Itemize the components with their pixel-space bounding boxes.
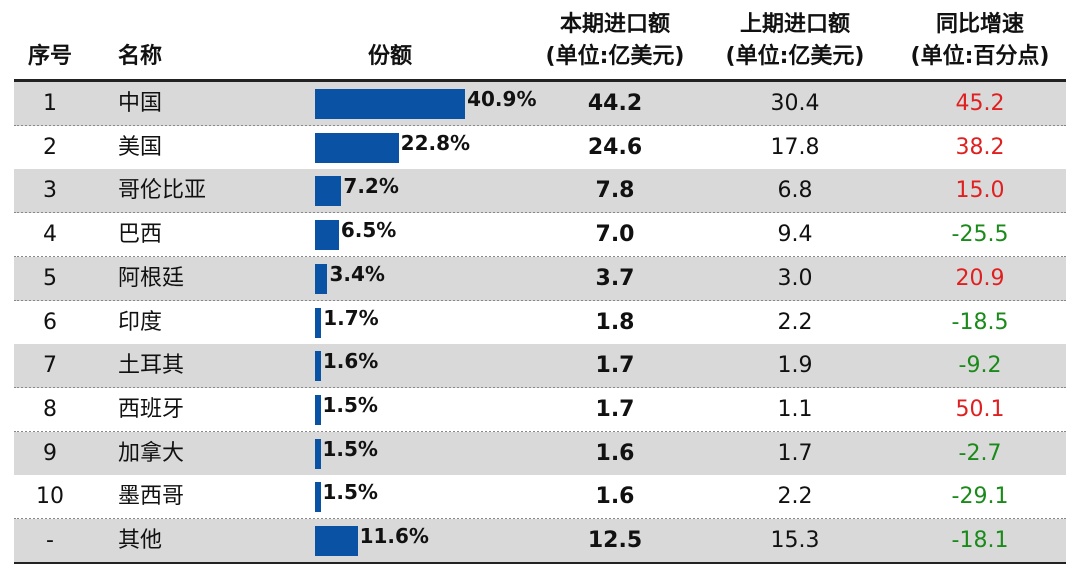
current-import: 3.7: [595, 265, 635, 291]
previous-import: 15.3: [770, 528, 820, 553]
growth-rate: -18.1: [951, 528, 1009, 553]
current-import: 1.7: [595, 353, 635, 379]
row-index: 1: [43, 91, 57, 116]
country-name: 墨西哥: [118, 484, 185, 510]
current-import: 7.8: [595, 178, 635, 204]
country-name: 印度: [118, 309, 163, 335]
row-index: 2: [43, 134, 57, 160]
row-index: 5: [43, 265, 57, 291]
country-name: 其他: [118, 528, 163, 553]
country-name: 哥伦比亚: [118, 178, 207, 204]
country-name: 西班牙: [118, 396, 185, 422]
header-rule: [14, 79, 1066, 82]
table-row: [14, 82, 1066, 127]
share-bar: [315, 438, 321, 469]
current-import: 1.8: [595, 309, 635, 335]
previous-import: 17.8: [770, 134, 820, 160]
share-label: 11.6%: [359, 524, 429, 548]
growth-rate: 15.0: [955, 178, 1005, 204]
current-import: 1.7: [595, 396, 635, 422]
share-bar: [315, 482, 321, 513]
header-growth: 同比增速: [935, 12, 1025, 37]
current-import: 12.5: [587, 528, 643, 553]
current-import: 24.6: [587, 134, 643, 160]
share-label: 1.5%: [322, 436, 378, 461]
previous-import: 30.4: [770, 91, 820, 116]
growth-rate: -29.1: [951, 484, 1009, 510]
header-current: 本期进口额: [559, 12, 671, 37]
country-name: 美国: [118, 134, 163, 160]
previous-import: 1.1: [777, 396, 813, 422]
row-index: 9: [43, 440, 57, 466]
previous-import: 6.8: [777, 178, 813, 204]
share-bar: [315, 132, 399, 163]
row-index: 8: [43, 396, 57, 422]
row-index: 7: [43, 353, 57, 379]
growth-rate: 45.2: [955, 91, 1005, 116]
growth-rate: -9.2: [958, 353, 1002, 379]
growth-rate: -18.5: [951, 309, 1009, 335]
share-label: 1.6%: [322, 349, 379, 374]
table-row: [14, 125, 1066, 171]
table-row: [14, 256, 1066, 302]
previous-import: 2.2: [777, 309, 813, 335]
row-index: 4: [43, 222, 57, 248]
share-label: 1.5%: [322, 480, 378, 505]
header-previous-unit: (单位:亿美元): [725, 44, 865, 69]
share-bar: [315, 89, 466, 119]
share-label: 1.5%: [322, 392, 378, 417]
growth-rate: 50.1: [955, 396, 1005, 422]
row-index: 3: [43, 178, 57, 204]
table-row: [14, 431, 1066, 477]
header-previous: 上期进口额: [739, 12, 851, 37]
share-bar: [315, 394, 321, 425]
share-bar: [315, 351, 321, 382]
row-index: 10: [36, 484, 64, 510]
country-name: 巴西: [118, 222, 163, 248]
previous-import: 9.4: [777, 222, 813, 248]
growth-rate: 20.9: [955, 265, 1005, 291]
previous-import: 1.7: [777, 440, 813, 466]
share-bar: [315, 526, 358, 556]
share-label: 22.8%: [400, 130, 471, 155]
country-name: 阿根廷: [118, 265, 185, 291]
country-name: 土耳其: [118, 353, 185, 379]
growth-rate: 38.2: [955, 134, 1005, 160]
row-index: -: [46, 528, 54, 553]
share-bar: [315, 307, 322, 338]
growth-rate: -25.5: [951, 222, 1009, 248]
header-index: 序号: [27, 44, 73, 69]
header-current-unit: (单位:亿美元): [545, 44, 685, 69]
share-label: 7.2%: [343, 174, 399, 199]
growth-rate: -2.7: [958, 440, 1002, 466]
header-share: 份额: [367, 44, 413, 69]
share-label: 6.5%: [340, 218, 397, 243]
table-row: [14, 519, 1066, 564]
table-row: [14, 213, 1066, 259]
previous-import: 2.2: [777, 484, 813, 510]
current-import: 1.6: [595, 440, 635, 466]
country-name: 中国: [118, 91, 163, 116]
previous-import: 1.9: [777, 353, 813, 379]
current-import: 7.0: [595, 222, 635, 248]
share-bar: [315, 176, 342, 207]
header-growth-unit: (单位:百分点): [910, 44, 1050, 69]
share-bar: [315, 220, 339, 251]
current-import: 1.6: [595, 484, 635, 510]
table-row: [14, 300, 1066, 346]
header-name: 名称: [118, 44, 163, 69]
share-label: 1.7%: [323, 305, 379, 330]
share-bar: [315, 263, 328, 294]
row-index: 6: [43, 309, 57, 335]
country-name: 加拿大: [118, 440, 185, 466]
current-import: 44.2: [587, 91, 643, 116]
share-label: 40.9%: [467, 87, 537, 111]
previous-import: 3.0: [777, 265, 813, 291]
share-label: 3.4%: [329, 261, 385, 286]
